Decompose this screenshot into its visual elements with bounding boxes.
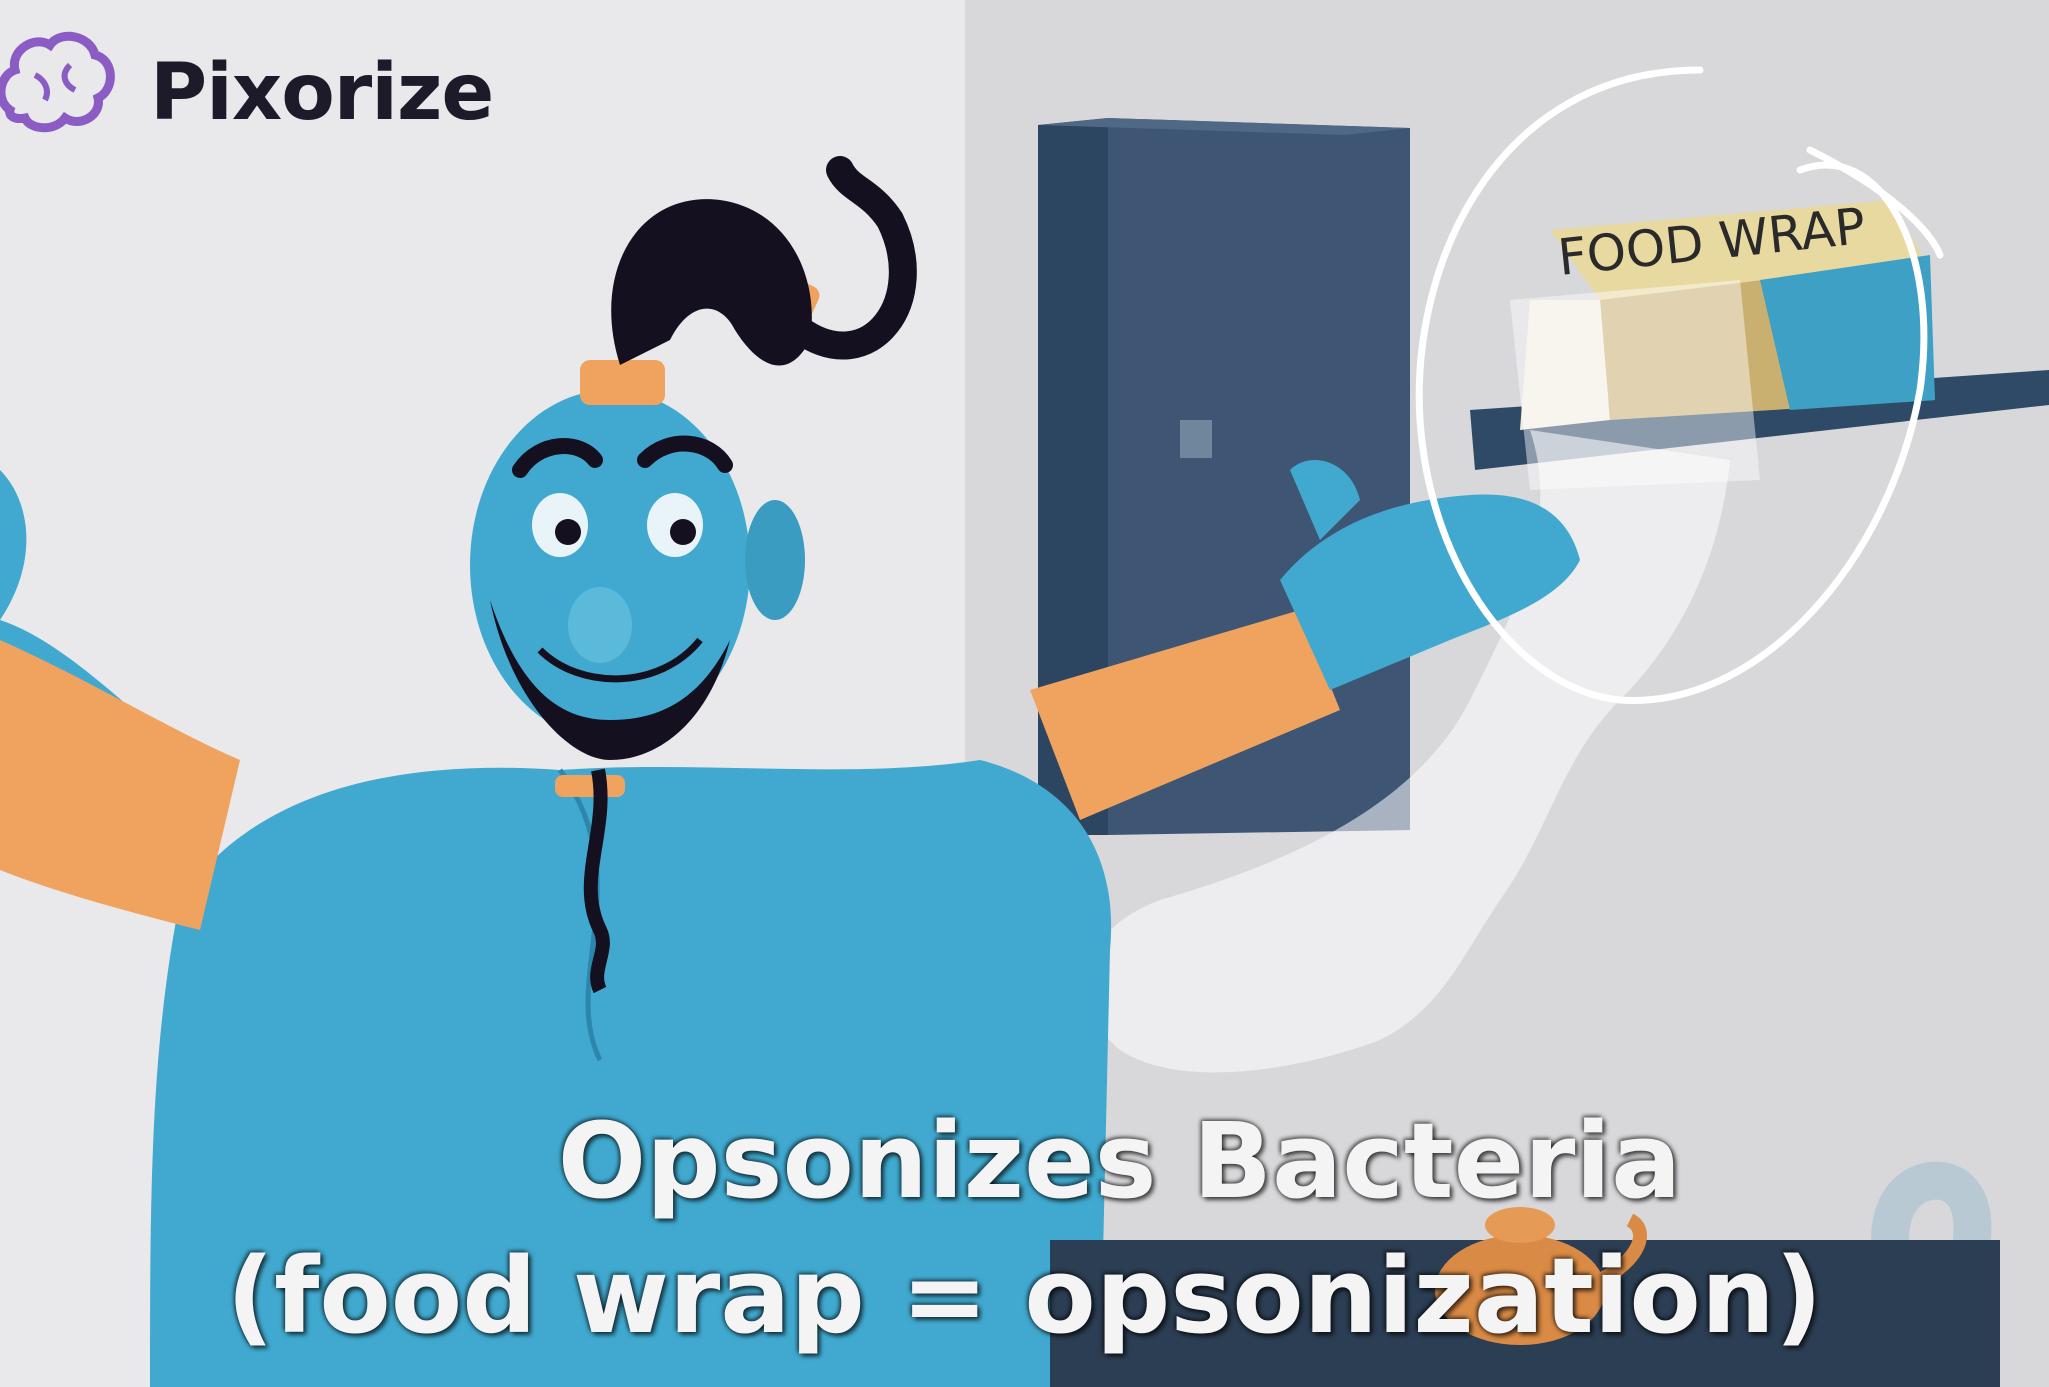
brain-icon (0, 31, 115, 133)
plastic-wrap (1085, 430, 1730, 1073)
sink-faucet (1871, 1161, 1992, 1387)
pixorize-logo: Pixorize (0, 20, 494, 150)
magic-lamp (1435, 1207, 1647, 1345)
caption-line-1: Opsonizes Bacteria (557, 1100, 1682, 1222)
food-wrap-box: FOOD WRAP (1520, 197, 1935, 430)
genie-character (0, 156, 1580, 1387)
highlight-circle (1415, 66, 1944, 704)
caption-line-2: (food wrap = opsonization) (226, 1235, 1823, 1357)
brand-name: Pixorize (150, 48, 494, 138)
